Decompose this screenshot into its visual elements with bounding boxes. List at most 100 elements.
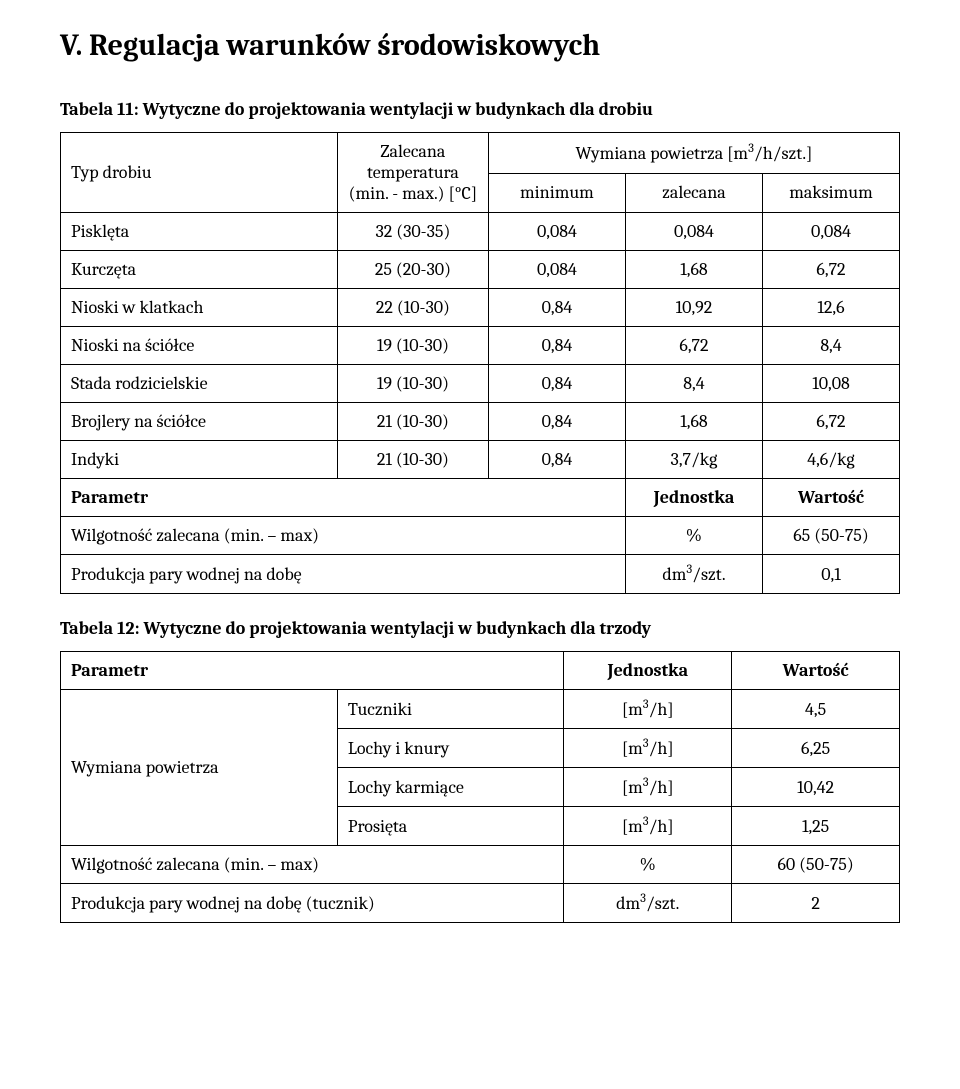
cell-name: Nioski na ściółce bbox=[61, 327, 338, 365]
unit-pre: dm bbox=[616, 893, 640, 914]
cell-zal: 3,7/kg bbox=[625, 441, 762, 479]
cell-min: 0,84 bbox=[488, 441, 625, 479]
cell-param-value: 65 (50-75) bbox=[762, 517, 899, 555]
cell-temp: 25 (20-30) bbox=[337, 251, 488, 289]
table12: Parametr Jednostka Wartość Wymiana powie… bbox=[60, 651, 900, 923]
unit-post: /h] bbox=[649, 777, 674, 798]
cell-name: Indyki bbox=[61, 441, 338, 479]
cell-max: 6,72 bbox=[762, 403, 899, 441]
th-zalecana-temp: Zalecana temperatura (min. - max.) [°C] bbox=[337, 133, 488, 213]
table-row: Brojlery na ściółce 21 (10-30) 0,84 1,68… bbox=[61, 403, 900, 441]
cell-name: Stada rodzicielskie bbox=[61, 365, 338, 403]
cell-value: 6,25 bbox=[732, 729, 900, 768]
cell-cat: Prosięta bbox=[337, 807, 564, 846]
cell-param-label: Produkcja pary wodnej na dobę (tucznik) bbox=[61, 884, 564, 923]
th-wymiana-pow: Wymiana powietrza [m3/h/szt.] bbox=[488, 133, 899, 174]
th-parametr: Parametr bbox=[61, 479, 626, 517]
table-row-param: Produkcja pary wodnej na dobę dm3/szt. 0… bbox=[61, 555, 900, 594]
unit-pre: [m bbox=[622, 699, 643, 720]
table12-caption: Tabela 12: Wytyczne do projektowania wen… bbox=[60, 618, 900, 639]
cell-param-unit: % bbox=[564, 846, 732, 884]
unit-pre: [m bbox=[622, 816, 643, 837]
cell-name: Kurczęta bbox=[61, 251, 338, 289]
cell-max: 4,6/kg bbox=[762, 441, 899, 479]
cell-unit: [m3/h] bbox=[564, 807, 732, 846]
cell-value: 4,5 bbox=[732, 690, 900, 729]
cell-wymiana-label: Wymiana powietrza bbox=[61, 690, 338, 846]
table11-param-header: Parametr Jednostka Wartość bbox=[61, 479, 900, 517]
table11-header-row1: Typ drobiu Zalecana temperatura (min. - … bbox=[61, 133, 900, 174]
table-row: Nioski na ściółce 19 (10-30) 0,84 6,72 8… bbox=[61, 327, 900, 365]
th-jednostka: Jednostka bbox=[625, 479, 762, 517]
unit-post: /h] bbox=[649, 699, 674, 720]
cell-value: 1,25 bbox=[732, 807, 900, 846]
cell-value: 10,42 bbox=[732, 768, 900, 807]
cell-min: 0,084 bbox=[488, 213, 625, 251]
th-maksimum: maksimum bbox=[762, 173, 899, 212]
table-row: Kurczęta 25 (20-30) 0,084 1,68 6,72 bbox=[61, 251, 900, 289]
cell-zal: 6,72 bbox=[625, 327, 762, 365]
cell-max: 0,084 bbox=[762, 213, 899, 251]
cell-zal: 0,084 bbox=[625, 213, 762, 251]
th-wartosc: Wartość bbox=[732, 652, 900, 690]
cell-min: 0,84 bbox=[488, 327, 625, 365]
cell-param-value: 2 bbox=[732, 884, 900, 923]
table-row-param: Produkcja pary wodnej na dobę (tucznik) … bbox=[61, 884, 900, 923]
cell-temp: 19 (10-30) bbox=[337, 327, 488, 365]
th-parametr: Parametr bbox=[61, 652, 564, 690]
cell-min: 0,084 bbox=[488, 251, 625, 289]
cell-name: Nioski w klatkach bbox=[61, 289, 338, 327]
cell-cat: Tuczniki bbox=[337, 690, 564, 729]
th-zalecana-temp-l3: (min. - max.) [°C] bbox=[349, 183, 478, 204]
cell-temp: 21 (10-30) bbox=[337, 403, 488, 441]
unit-pre: [m bbox=[622, 738, 643, 759]
cell-temp: 22 (10-30) bbox=[337, 289, 488, 327]
cell-min: 0,84 bbox=[488, 289, 625, 327]
unit-post: /h] bbox=[649, 816, 674, 837]
cell-name: Pisklęta bbox=[61, 213, 338, 251]
cell-param-value: 60 (50-75) bbox=[732, 846, 900, 884]
cell-temp: 21 (10-30) bbox=[337, 441, 488, 479]
cell-min: 0,84 bbox=[488, 365, 625, 403]
table-row-param: Wilgotność zalecana (min. – max) % 60 (5… bbox=[61, 846, 900, 884]
cell-max: 12,6 bbox=[762, 289, 899, 327]
table-row: Nioski w klatkach 22 (10-30) 0,84 10,92 … bbox=[61, 289, 900, 327]
table-row: Indyki 21 (10-30) 0,84 3,7/kg 4,6/kg bbox=[61, 441, 900, 479]
section-heading: V. Regulacja warunków środowiskowych bbox=[60, 28, 900, 63]
cell-param-unit: dm3/szt. bbox=[564, 884, 732, 923]
cell-zal: 8,4 bbox=[625, 365, 762, 403]
cell-unit: [m3/h] bbox=[564, 729, 732, 768]
cell-cat: Lochy karmiące bbox=[337, 768, 564, 807]
unit-post: /h] bbox=[649, 738, 674, 759]
cell-temp: 19 (10-30) bbox=[337, 365, 488, 403]
unit-post: /szt. bbox=[646, 893, 679, 914]
th-zalecana-temp-l2: temperatura bbox=[367, 162, 459, 183]
unit-post: /szt. bbox=[692, 564, 725, 585]
table-row-param: Wilgotność zalecana (min. – max) % 65 (5… bbox=[61, 517, 900, 555]
cell-min: 0,84 bbox=[488, 403, 625, 441]
table-row: Stada rodzicielskie 19 (10-30) 0,84 8,4 … bbox=[61, 365, 900, 403]
cell-param-label: Wilgotność zalecana (min. – max) bbox=[61, 517, 626, 555]
cell-unit: [m3/h] bbox=[564, 690, 732, 729]
cell-zal: 1,68 bbox=[625, 251, 762, 289]
th-jednostka: Jednostka bbox=[564, 652, 732, 690]
table11: Typ drobiu Zalecana temperatura (min. - … bbox=[60, 132, 900, 594]
cell-max: 8,4 bbox=[762, 327, 899, 365]
unit-pre: [m bbox=[622, 777, 643, 798]
th-zalecana: zalecana bbox=[625, 173, 762, 212]
th-minimum: minimum bbox=[488, 173, 625, 212]
cell-max: 10,08 bbox=[762, 365, 899, 403]
unit-pre: dm bbox=[662, 564, 686, 585]
th-wartosc: Wartość bbox=[762, 479, 899, 517]
table-row: Pisklęta 32 (30-35) 0,084 0,084 0,084 bbox=[61, 213, 900, 251]
cell-cat: Lochy i knury bbox=[337, 729, 564, 768]
th-typ-drobiu: Typ drobiu bbox=[61, 133, 338, 213]
cell-zal: 10,92 bbox=[625, 289, 762, 327]
table11-caption: Tabela 11: Wytyczne do projektowania wen… bbox=[60, 99, 900, 120]
cell-zal: 1,68 bbox=[625, 403, 762, 441]
cell-max: 6,72 bbox=[762, 251, 899, 289]
cell-param-label: Produkcja pary wodnej na dobę bbox=[61, 555, 626, 594]
cell-temp: 32 (30-35) bbox=[337, 213, 488, 251]
cell-param-label: Wilgotność zalecana (min. – max) bbox=[61, 846, 564, 884]
th-wymiana-pow-pre: Wymiana powietrza [m bbox=[576, 143, 749, 164]
